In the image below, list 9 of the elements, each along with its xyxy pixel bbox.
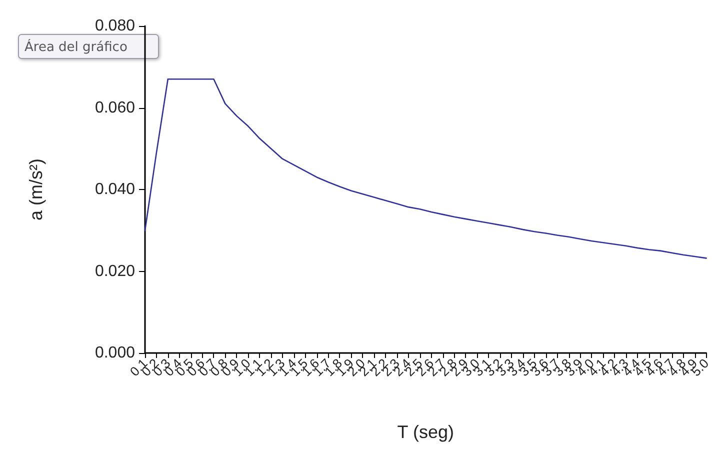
line-series <box>144 78 707 259</box>
y-tick-label: 0.040 <box>94 181 136 198</box>
y-tick-label: 0.080 <box>94 18 136 34</box>
x-axis-title: T (seg) <box>397 422 454 442</box>
y-tick-label: 0.020 <box>94 262 136 280</box>
y-tick-label: 0.000 <box>94 344 136 362</box>
y-axis-title: a (m/s²) <box>26 158 46 220</box>
y-tick-label: 0.060 <box>94 99 136 116</box>
text: Área del gráfico <box>24 38 128 55</box>
